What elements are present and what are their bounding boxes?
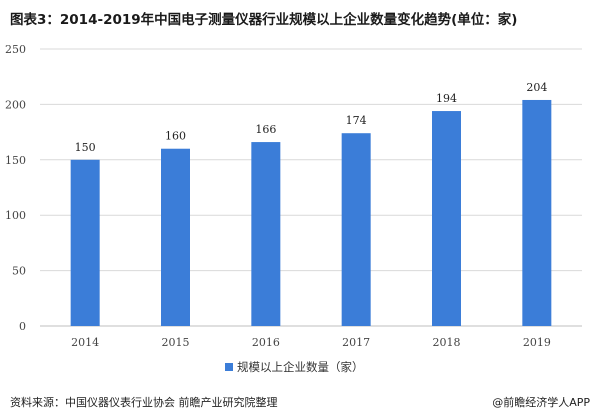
data-label: 174 [346, 114, 367, 127]
y-tick-label: 100 [5, 209, 26, 222]
y-tick-label: 0 [19, 320, 26, 333]
gridlines [40, 48, 582, 327]
source-note: 资料来源：中国仪器仪表行业协会 前瞻产业研究院整理 [10, 396, 278, 409]
x-tick-label: 2014 [71, 336, 99, 349]
legend: 规模以上企业数量（家） [225, 360, 364, 374]
x-tick-label: 2016 [252, 336, 280, 349]
x-tick-label: 2015 [162, 336, 190, 349]
x-tick-label: 2018 [433, 336, 461, 349]
x-tick-label: 2017 [342, 336, 370, 349]
x-axis: 2014 2015 2016 2017 2018 2019 [71, 336, 551, 349]
bar [432, 111, 461, 326]
y-tick-label: 150 [5, 154, 26, 167]
data-label: 204 [526, 81, 547, 94]
bar [341, 133, 371, 326]
bar [70, 159, 100, 326]
bars [70, 99, 552, 326]
data-label: 194 [436, 92, 457, 105]
credit-note: @前瞻经济学人APP [492, 396, 590, 409]
bar [522, 99, 552, 326]
y-axis: 0 50 100 150 200 250 [5, 43, 26, 333]
x-tick-label: 2019 [523, 336, 551, 349]
data-labels: 150 160 166 174 194 204 [75, 81, 548, 154]
y-tick-label: 50 [12, 265, 26, 278]
data-label: 150 [75, 141, 96, 154]
y-tick-label: 250 [5, 43, 26, 56]
legend-label: 规模以上企业数量（家） [237, 360, 364, 374]
data-label: 160 [165, 130, 186, 143]
legend-swatch [225, 363, 233, 371]
chart-title: 图表3：2014-2019年中国电子测量仪器行业规模以上企业数量变化趋势(单位：… [10, 12, 518, 28]
y-tick-label: 200 [5, 98, 26, 111]
bar [251, 142, 281, 326]
bar [161, 148, 190, 326]
data-label: 166 [255, 123, 276, 136]
